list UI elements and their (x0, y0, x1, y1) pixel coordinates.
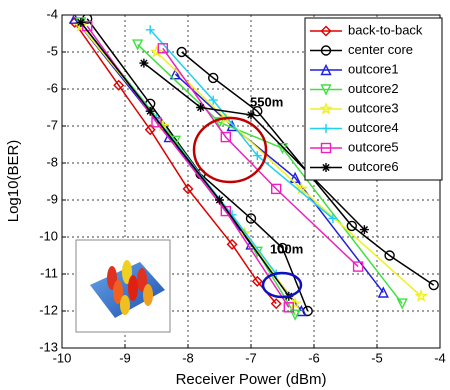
x-tick-label: -8 (182, 350, 194, 365)
legend-label: outcore1 (348, 61, 399, 76)
y-tick-label: -5 (46, 43, 58, 58)
marker (322, 163, 331, 172)
chart: 550m 100m Receiver Power (dBm) Log10(BER… (0, 0, 450, 390)
x-axis-title: Receiver Power (dBm) (176, 371, 327, 388)
legend-label: outcore3 (348, 100, 399, 115)
x-tick-label: -6 (308, 350, 320, 365)
legend-label: center core (348, 42, 413, 57)
y-tick-label: -13 (39, 339, 58, 354)
x-tick-label: -9 (119, 350, 131, 365)
marker (196, 103, 205, 112)
y-tick-label: -12 (39, 302, 58, 317)
legend-label: outcore2 (348, 81, 399, 96)
y-axis-title: Log10(BER) (5, 140, 22, 223)
y-tick-label: -10 (39, 228, 58, 243)
inset-peak (128, 275, 138, 301)
inset-peak (120, 295, 130, 315)
annotation: 100m (270, 241, 303, 256)
legend-label: outcore6 (348, 159, 399, 174)
y-tick-label: -8 (46, 154, 58, 169)
legend-label: back-to-back (348, 22, 423, 37)
y-tick-label: -6 (46, 80, 58, 95)
marker (247, 110, 256, 119)
annotation: 550m (250, 94, 283, 109)
legend-label: outcore4 (348, 120, 399, 135)
inset-image (76, 240, 170, 332)
y-tick-label: -11 (40, 265, 58, 280)
legend-label: outcore5 (348, 139, 399, 154)
y-tick-label: -7 (46, 117, 58, 132)
x-tick-label: -7 (245, 350, 257, 365)
y-tick-label: -4 (46, 6, 58, 21)
marker (215, 196, 224, 205)
x-tick-label: -4 (434, 350, 446, 365)
inset-peak (143, 284, 153, 306)
marker (76, 18, 85, 27)
y-tick-label: -9 (46, 191, 58, 206)
legend: back-to-back center core outcore1 outcore2 o… (305, 18, 442, 180)
x-tick-label: -5 (371, 350, 383, 365)
marker (360, 225, 369, 234)
